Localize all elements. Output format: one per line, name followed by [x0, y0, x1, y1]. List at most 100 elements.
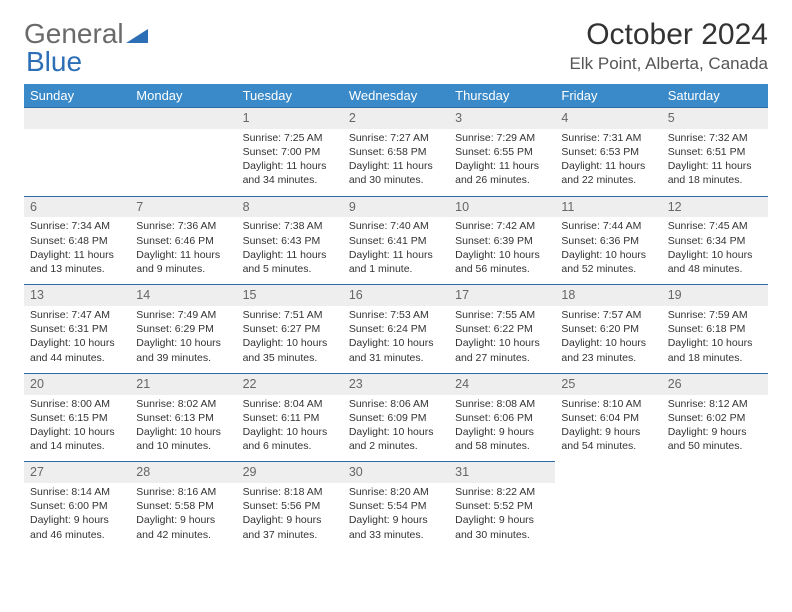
day-number: 4	[555, 107, 661, 129]
calendar-day-cell: 25Sunrise: 8:10 AMSunset: 6:04 PMDayligh…	[555, 373, 661, 462]
sunset-text: Sunset: 6:24 PM	[349, 322, 443, 336]
calendar-table: Sunday Monday Tuesday Wednesday Thursday…	[24, 84, 768, 550]
sunset-text: Sunset: 6:18 PM	[668, 322, 762, 336]
sunrise-text: Sunrise: 8:00 AM	[30, 397, 124, 411]
month-title: October 2024	[570, 18, 768, 52]
sunset-text: Sunset: 6:00 PM	[30, 499, 124, 513]
daylight-text: Daylight: 10 hours and 44 minutes.	[30, 336, 124, 364]
sunrise-text: Sunrise: 7:44 AM	[561, 219, 655, 233]
day-body: Sunrise: 8:08 AMSunset: 6:06 PMDaylight:…	[449, 395, 555, 462]
day-number: 19	[662, 284, 768, 306]
daylight-text: Daylight: 10 hours and 35 minutes.	[243, 336, 337, 364]
sunrise-text: Sunrise: 8:08 AM	[455, 397, 549, 411]
day-number: 16	[343, 284, 449, 306]
sunrise-text: Sunrise: 7:55 AM	[455, 308, 549, 322]
day-body: Sunrise: 7:55 AMSunset: 6:22 PMDaylight:…	[449, 306, 555, 373]
sunset-text: Sunset: 6:34 PM	[668, 234, 762, 248]
daylight-text: Daylight: 10 hours and 56 minutes.	[455, 248, 549, 276]
day-body: Sunrise: 7:57 AMSunset: 6:20 PMDaylight:…	[555, 306, 661, 373]
sunrise-text: Sunrise: 7:42 AM	[455, 219, 549, 233]
calendar-day-cell: 30Sunrise: 8:20 AMSunset: 5:54 PMDayligh…	[343, 461, 449, 550]
sunrise-text: Sunrise: 7:32 AM	[668, 131, 762, 145]
daylight-text: Daylight: 10 hours and 39 minutes.	[136, 336, 230, 364]
sunrise-text: Sunrise: 7:25 AM	[243, 131, 337, 145]
calendar-day-cell: 29Sunrise: 8:18 AMSunset: 5:56 PMDayligh…	[237, 461, 343, 550]
day-body: Sunrise: 7:36 AMSunset: 6:46 PMDaylight:…	[130, 217, 236, 284]
daylight-text: Daylight: 10 hours and 18 minutes.	[668, 336, 762, 364]
calendar-day-cell: 9Sunrise: 7:40 AMSunset: 6:41 PMDaylight…	[343, 196, 449, 285]
calendar-day-cell: 24Sunrise: 8:08 AMSunset: 6:06 PMDayligh…	[449, 373, 555, 462]
calendar-day-cell: 2Sunrise: 7:27 AMSunset: 6:58 PMDaylight…	[343, 107, 449, 196]
day-body: Sunrise: 7:44 AMSunset: 6:36 PMDaylight:…	[555, 217, 661, 284]
sunrise-text: Sunrise: 8:22 AM	[455, 485, 549, 499]
sunrise-text: Sunrise: 7:34 AM	[30, 219, 124, 233]
day-number: 14	[130, 284, 236, 306]
calendar-day-cell: 10Sunrise: 7:42 AMSunset: 6:39 PMDayligh…	[449, 196, 555, 285]
logo-text-blue-wrap: Blue	[26, 46, 82, 78]
day-number: 2	[343, 107, 449, 129]
day-number: 20	[24, 373, 130, 395]
day-body: Sunrise: 8:00 AMSunset: 6:15 PMDaylight:…	[24, 395, 130, 462]
calendar-day-cell: 26Sunrise: 8:12 AMSunset: 6:02 PMDayligh…	[662, 373, 768, 462]
sunrise-text: Sunrise: 8:10 AM	[561, 397, 655, 411]
day-body: Sunrise: 8:20 AMSunset: 5:54 PMDaylight:…	[343, 483, 449, 550]
sunset-text: Sunset: 5:58 PM	[136, 499, 230, 513]
calendar-day-cell: 19Sunrise: 7:59 AMSunset: 6:18 PMDayligh…	[662, 284, 768, 373]
calendar-day-cell	[130, 107, 236, 196]
day-number: 24	[449, 373, 555, 395]
day-number: 6	[24, 196, 130, 218]
sunset-text: Sunset: 6:20 PM	[561, 322, 655, 336]
daylight-text: Daylight: 10 hours and 52 minutes.	[561, 248, 655, 276]
sunset-text: Sunset: 7:00 PM	[243, 145, 337, 159]
day-number: 29	[237, 461, 343, 483]
day-number: 3	[449, 107, 555, 129]
sunset-text: Sunset: 6:48 PM	[30, 234, 124, 248]
sunset-text: Sunset: 6:15 PM	[30, 411, 124, 425]
calendar-day-cell: 5Sunrise: 7:32 AMSunset: 6:51 PMDaylight…	[662, 107, 768, 196]
day-body: Sunrise: 8:02 AMSunset: 6:13 PMDaylight:…	[130, 395, 236, 462]
calendar-week-row: 27Sunrise: 8:14 AMSunset: 6:00 PMDayligh…	[24, 461, 768, 550]
sunrise-text: Sunrise: 7:27 AM	[349, 131, 443, 145]
day-body: Sunrise: 7:42 AMSunset: 6:39 PMDaylight:…	[449, 217, 555, 284]
day-number: 28	[130, 461, 236, 483]
logo-text-blue: Blue	[26, 46, 82, 77]
calendar-day-cell: 18Sunrise: 7:57 AMSunset: 6:20 PMDayligh…	[555, 284, 661, 373]
daylight-text: Daylight: 11 hours and 30 minutes.	[349, 159, 443, 187]
sunset-text: Sunset: 6:29 PM	[136, 322, 230, 336]
daylight-text: Daylight: 10 hours and 2 minutes.	[349, 425, 443, 453]
sunset-text: Sunset: 6:27 PM	[243, 322, 337, 336]
daylight-text: Daylight: 10 hours and 48 minutes.	[668, 248, 762, 276]
day-body: Sunrise: 7:27 AMSunset: 6:58 PMDaylight:…	[343, 129, 449, 196]
day-number: 15	[237, 284, 343, 306]
sunrise-text: Sunrise: 7:49 AM	[136, 308, 230, 322]
calendar-week-row: 20Sunrise: 8:00 AMSunset: 6:15 PMDayligh…	[24, 373, 768, 462]
sunset-text: Sunset: 6:39 PM	[455, 234, 549, 248]
day-number: 18	[555, 284, 661, 306]
sunset-text: Sunset: 6:36 PM	[561, 234, 655, 248]
sunset-text: Sunset: 6:02 PM	[668, 411, 762, 425]
calendar-day-cell: 3Sunrise: 7:29 AMSunset: 6:55 PMDaylight…	[449, 107, 555, 196]
day-body: Sunrise: 8:22 AMSunset: 5:52 PMDaylight:…	[449, 483, 555, 550]
day-body: Sunrise: 7:32 AMSunset: 6:51 PMDaylight:…	[662, 129, 768, 196]
calendar-week-row: 6Sunrise: 7:34 AMSunset: 6:48 PM Daylight…	[24, 196, 768, 285]
sunset-text: Sunset: 6:53 PM	[561, 145, 655, 159]
sunset-text: Sunset: 6:09 PM	[349, 411, 443, 425]
calendar-day-cell: 4Sunrise: 7:31 AMSunset: 6:53 PMDaylight…	[555, 107, 661, 196]
calendar-day-cell: 17Sunrise: 7:55 AMSunset: 6:22 PMDayligh…	[449, 284, 555, 373]
daylight-text: Daylight: 11 hours and 1 minute.	[349, 248, 443, 276]
calendar-day-cell: 6Sunrise: 7:34 AMSunset: 6:48 PMDaylight…	[24, 196, 130, 285]
calendar-day-cell: 16Sunrise: 7:53 AMSunset: 6:24 PMDayligh…	[343, 284, 449, 373]
day-body: Sunrise: 7:45 AMSunset: 6:34 PMDaylight:…	[662, 217, 768, 284]
day-number: 5	[662, 107, 768, 129]
day-number: 25	[555, 373, 661, 395]
daylight-text: Daylight: 10 hours and 31 minutes.	[349, 336, 443, 364]
day-number: 31	[449, 461, 555, 483]
day-body: Sunrise: 8:04 AMSunset: 6:11 PMDaylight:…	[237, 395, 343, 462]
calendar-day-cell: 13Sunrise: 7:47 AMSunset: 6:31 PMDayligh…	[24, 284, 130, 373]
day-number: 1	[237, 107, 343, 129]
calendar-day-cell: 22Sunrise: 8:04 AMSunset: 6:11 PMDayligh…	[237, 373, 343, 462]
sunrise-text: Sunrise: 7:38 AM	[243, 219, 337, 233]
daylight-text: Daylight: 11 hours and 18 minutes.	[668, 159, 762, 187]
sunset-text: Sunset: 5:52 PM	[455, 499, 549, 513]
day-body: Sunrise: 7:53 AMSunset: 6:24 PMDaylight:…	[343, 306, 449, 373]
